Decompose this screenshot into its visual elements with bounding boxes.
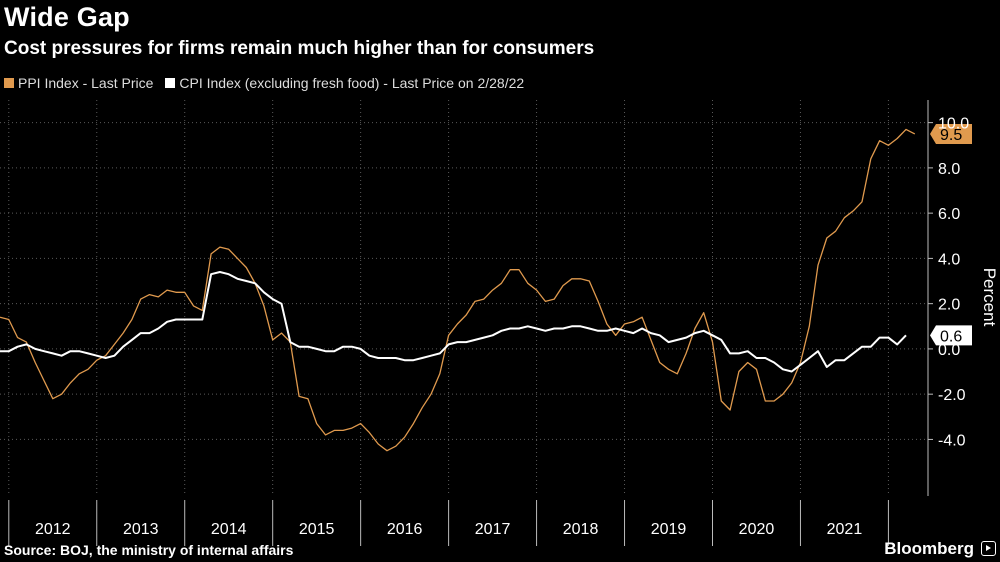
x-tick-label: 2016 (387, 521, 423, 538)
y-tick-label: 6.0 (938, 206, 960, 223)
series-line-ppi (0, 128, 916, 452)
legend-item-cpi: CPI Index (excluding fresh food) - Last … (165, 75, 524, 91)
last-value-badge-cpi: 0.6 (930, 325, 972, 346)
x-tick-label: 2012 (35, 521, 71, 538)
y-tick-label: 4.0 (938, 251, 960, 268)
y-tick-label: -4.0 (938, 432, 966, 449)
bloomberg-play-icon (981, 541, 996, 556)
source-note: Source: BOJ, the ministry of internal af… (4, 542, 294, 558)
x-tick-label: 2018 (563, 521, 599, 538)
x-tick-label: 2015 (299, 521, 335, 538)
y-tick-label: 8.0 (938, 161, 960, 178)
x-tick-label: 2014 (211, 521, 247, 538)
y-tick-label: -2.0 (938, 387, 966, 404)
chart-subtitle: Cost pressures for firms remain much hig… (4, 38, 595, 59)
y-tick-label: 2.0 (938, 297, 960, 314)
brand-logo-text: Bloomberg (884, 539, 974, 558)
last-value-label: 9.5 (940, 127, 962, 144)
x-tick-label: 2019 (651, 521, 687, 538)
x-tick-label: 2013 (123, 521, 159, 538)
x-tick-label: 2020 (739, 521, 775, 538)
legend-swatch-cpi (165, 78, 176, 88)
chart-title: Wide Gap (4, 2, 130, 32)
last-value-badge-bg (930, 123, 972, 144)
y-axis-label: Percent (980, 268, 999, 327)
last-value-badge-bg (930, 325, 972, 346)
series-line-cpi (0, 271, 907, 373)
last-value-label: 0.6 (940, 328, 962, 345)
x-tick-label: 2021 (827, 521, 863, 538)
legend: PPI Index - Last Price CPI Index (exclud… (4, 75, 536, 91)
legend-label-ppi: PPI Index - Last Price (18, 75, 154, 91)
y-tick-label: 10.0 (938, 116, 969, 133)
x-tick-label: 2017 (475, 521, 511, 538)
legend-item-ppi: PPI Index - Last Price (4, 75, 153, 91)
legend-swatch-ppi (4, 78, 14, 88)
legend-label-cpi: CPI Index (excluding fresh food) - Last … (179, 75, 525, 91)
y-tick-label: 0.0 (938, 342, 960, 359)
last-value-badge-ppi: 9.5 (930, 123, 972, 144)
